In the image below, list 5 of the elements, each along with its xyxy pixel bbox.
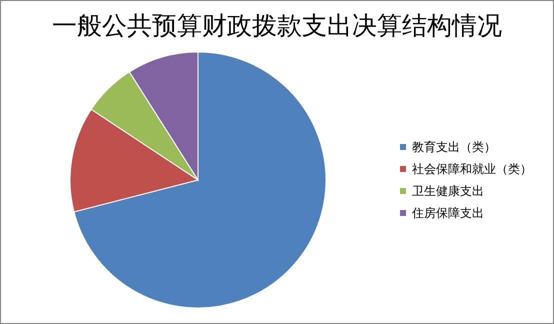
legend-label: 社会保障和就业（类） bbox=[412, 162, 532, 176]
legend-label: 教育支出（类） bbox=[412, 140, 496, 154]
chart-title: 一般公共预算财政拨款支出决算结构情况 bbox=[52, 11, 502, 40]
legend-label: 住房保障支出 bbox=[411, 206, 484, 220]
legend-label: 卫生健康支出 bbox=[412, 184, 484, 198]
